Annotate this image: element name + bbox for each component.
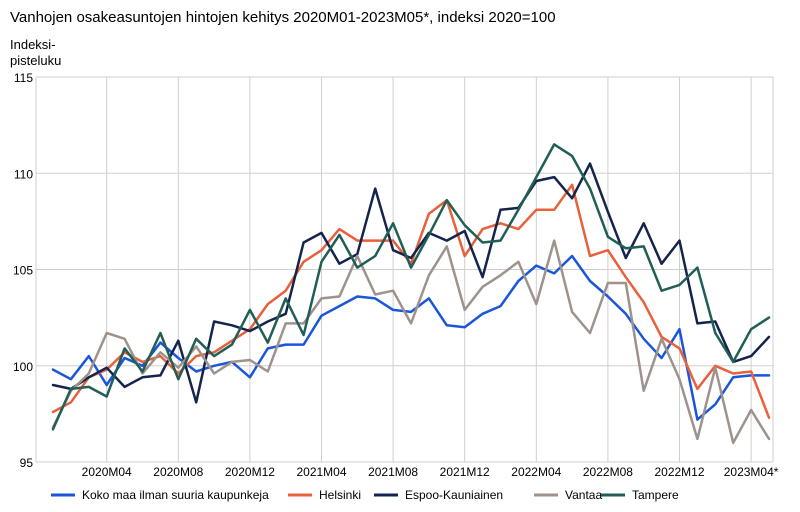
legend-label: Tampere	[632, 488, 679, 502]
x-tick-label: 2021M08	[368, 465, 418, 479]
y-tick-label: 110	[14, 167, 33, 181]
horizontal-gridlines	[36, 76, 773, 463]
chart-title: Vanhojen osakeasuntojen hintojen kehitys…	[10, 9, 556, 26]
x-tick-label: 2021M04	[296, 465, 346, 479]
legend-label: Helsinki	[319, 488, 361, 502]
legend-label: Koko maa ilman suuria kaupunkeja	[82, 488, 269, 502]
legend: Koko maa ilman suuria kaupunkeja Helsinki…	[51, 488, 679, 502]
x-tick-label: 2020M12	[225, 465, 275, 479]
series-line-tampere	[51, 143, 771, 431]
y-tick-label: 95	[20, 456, 34, 470]
series-line-helsinki	[51, 183, 771, 419]
series-lines	[51, 143, 771, 445]
x-tick-label: 2020M04	[82, 465, 132, 479]
y-tick-label: 100	[13, 360, 33, 374]
x-tick-label: 2021M12	[440, 465, 490, 479]
y-tick-label: 105	[13, 264, 33, 278]
y-tick-label: 115	[14, 71, 33, 85]
y-axis-label-line1: Indeksi-	[10, 37, 56, 52]
y-axis-ticks: 95 100 105 110 115	[13, 71, 33, 470]
series-line-espoo-kauniainen	[51, 162, 771, 404]
legend-label: Vantaa	[565, 488, 602, 502]
x-axis-ticks: 2020M04 2020M08 2020M12 2021M04 2021M08 2021M…	[82, 465, 779, 479]
y-axis-label-line2: pisteluku	[10, 53, 61, 68]
x-tick-label: 2020M08	[153, 465, 203, 479]
x-tick-label: 2022M08	[583, 465, 633, 479]
legend-label: Espoo-Kauniainen	[405, 488, 503, 502]
x-tick-label: 2022M12	[654, 465, 704, 479]
x-tick-label: 2023M04*	[724, 465, 779, 479]
x-tick-label: 2022M04	[511, 465, 561, 479]
